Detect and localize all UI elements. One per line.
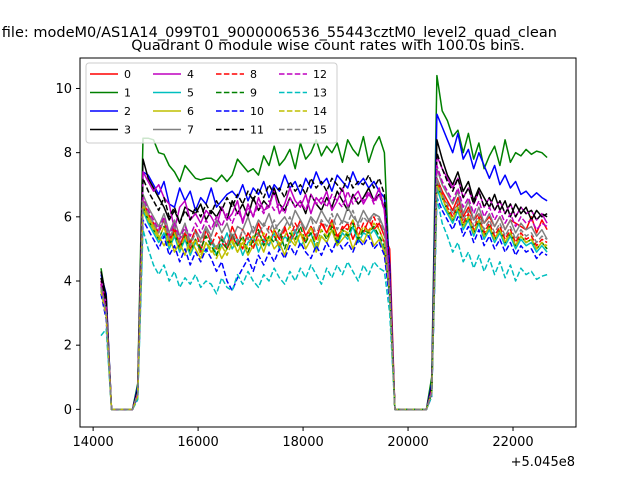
- legend-label-1: 1: [124, 87, 131, 100]
- legend-label-2: 2: [124, 105, 131, 118]
- axes-frame: [79, 57, 577, 428]
- x-tick-label: 22000: [492, 435, 533, 450]
- legend-label-7: 7: [187, 124, 194, 137]
- x-axis: 14000 16000 18000 20000 22000: [72, 427, 534, 450]
- y-tick-label: 2: [64, 339, 72, 354]
- legend-label-8: 8: [250, 68, 257, 81]
- y-tick-label: 6: [64, 210, 72, 225]
- legend-label-11: 11: [250, 124, 264, 137]
- series-line-12: [100, 164, 548, 411]
- series-layer: [100, 74, 548, 411]
- legend-label-4: 4: [187, 68, 194, 81]
- series-line-14: [100, 183, 548, 411]
- y-tick-label: 8: [64, 146, 72, 161]
- series-line-3: [100, 139, 548, 411]
- legend-label-9: 9: [250, 87, 257, 100]
- series-line-2: [100, 113, 548, 411]
- figure-suptitle: n file: modeM0/AS1A14_099T01_9000006536_…: [0, 25, 557, 41]
- y-tick-label: 10: [55, 82, 72, 97]
- y-tick-label: 4: [64, 275, 72, 290]
- series-line-15: [100, 177, 548, 411]
- x-tick-label: 14000: [72, 435, 113, 450]
- y-axis: 0 2 4 6 8 10: [55, 82, 80, 418]
- legend-label-15: 15: [313, 124, 327, 137]
- legend-label-0: 0: [124, 68, 131, 81]
- series-line-1: [100, 74, 548, 411]
- legend-label-5: 5: [187, 87, 194, 100]
- legend-label-14: 14: [313, 105, 327, 118]
- legend-label-3: 3: [124, 124, 131, 137]
- legend-frame: [85, 62, 338, 144]
- legend-label-13: 13: [313, 87, 327, 100]
- x-tick-label: 16000: [177, 435, 218, 450]
- legend-label-10: 10: [250, 105, 264, 118]
- x-offset-label: +5.045e8: [511, 455, 575, 470]
- x-tick-label: 20000: [387, 435, 428, 450]
- y-tick-label: 0: [64, 403, 72, 418]
- chart-title: Quadrant 0 module wise count rates with …: [131, 38, 525, 54]
- series-line-7: [100, 167, 548, 411]
- series-line-8: [100, 180, 548, 411]
- series-line-10: [100, 196, 548, 411]
- legend-label-12: 12: [313, 68, 327, 81]
- series-line-11: [100, 151, 548, 411]
- series-line-13: [100, 196, 548, 411]
- legend-label-6: 6: [187, 105, 194, 118]
- x-tick-label: 18000: [282, 435, 323, 450]
